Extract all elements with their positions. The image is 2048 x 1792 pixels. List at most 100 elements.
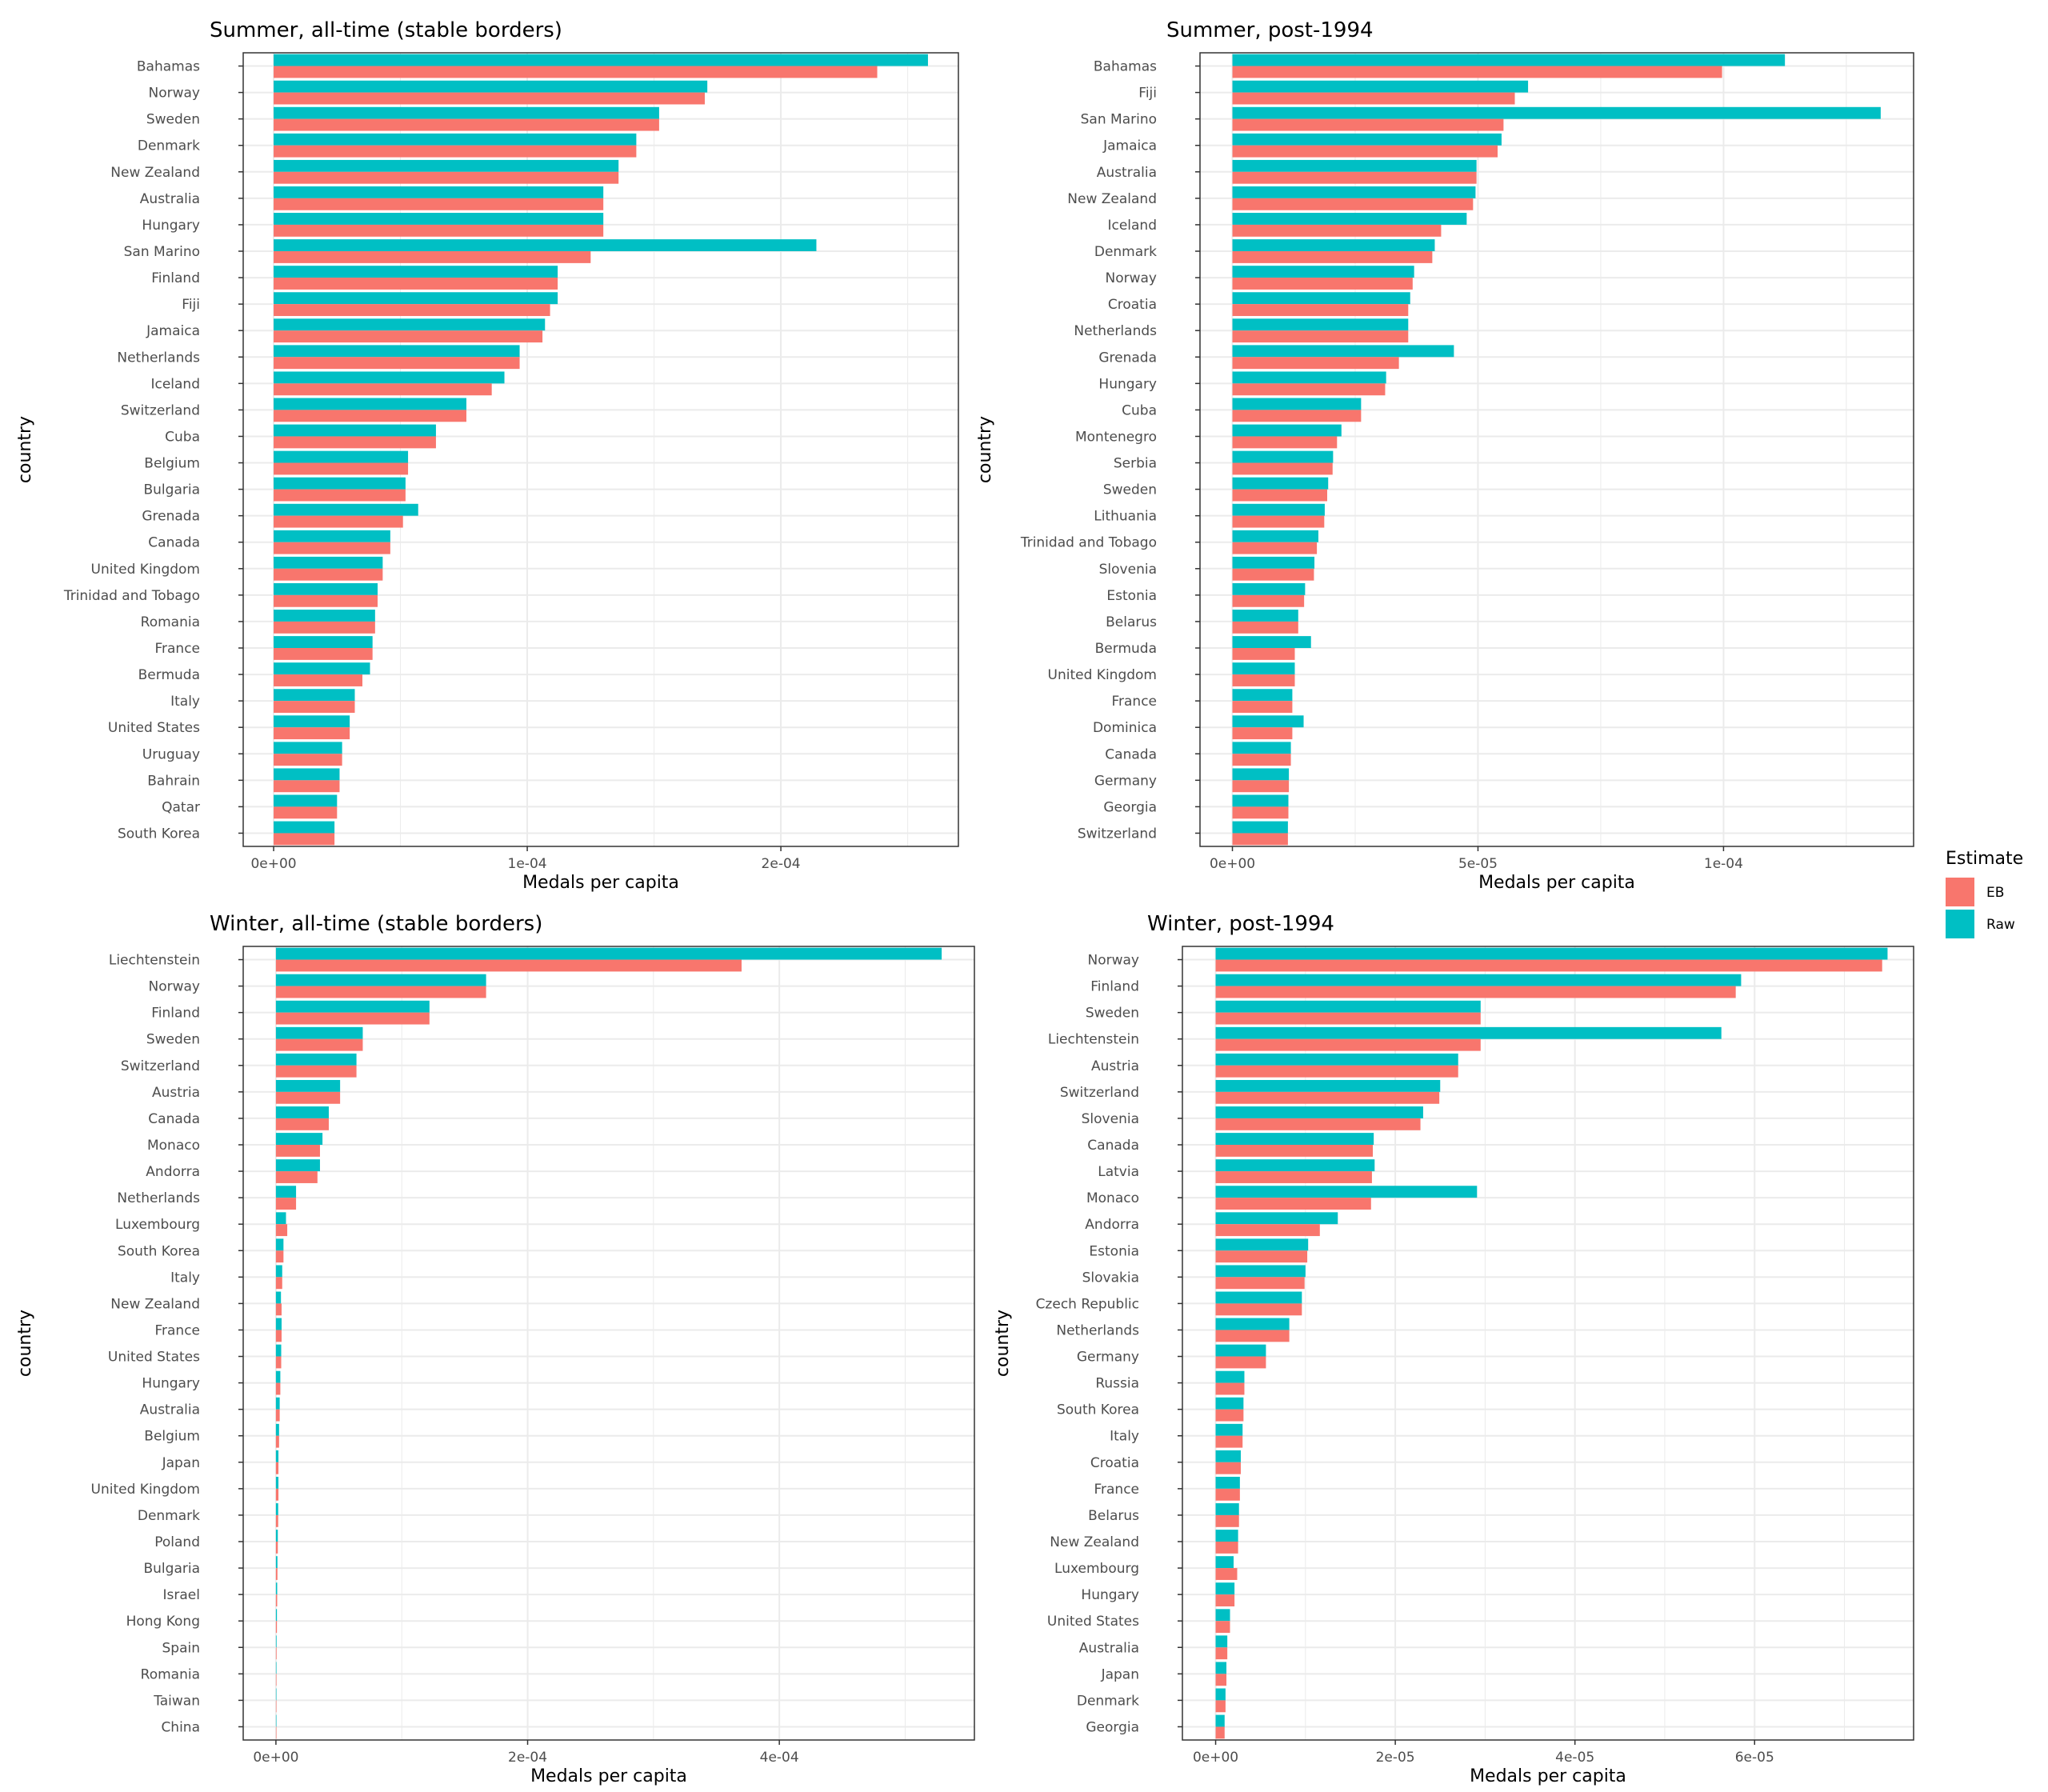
plot-background <box>243 946 974 1740</box>
bar-raw <box>1215 947 1888 960</box>
bar-eb <box>1232 118 1504 131</box>
x-tick-label: 0e+00 <box>1210 856 1255 872</box>
bar-raw <box>1215 1662 1227 1674</box>
legend-label-raw: Raw <box>1986 917 2015 933</box>
bar-eb <box>1232 251 1433 263</box>
bar-eb <box>1232 66 1722 78</box>
y-tick-label: Belarus <box>1106 614 1157 630</box>
bar-raw <box>1215 1635 1228 1648</box>
bar-raw <box>274 582 378 595</box>
bar-raw <box>275 1000 430 1013</box>
bar-eb <box>1232 224 1442 237</box>
y-tick-label: New Zealand <box>1067 191 1157 207</box>
bar-eb <box>1232 436 1338 449</box>
y-tick-label: Austria <box>1091 1058 1139 1074</box>
x-axis-title: Medals per capita <box>1470 1766 1626 1786</box>
bar-raw <box>1215 1450 1241 1462</box>
y-tick-label: Cuba <box>165 429 200 445</box>
bar-raw <box>275 1106 329 1118</box>
bar-raw <box>274 503 418 516</box>
bar-raw <box>1232 371 1386 384</box>
bar-eb <box>1232 171 1477 184</box>
y-tick-label: Denmark <box>138 1508 200 1524</box>
y-tick-label: Norway <box>149 86 201 102</box>
bar-eb <box>275 1118 329 1130</box>
y-tick-label: Hungary <box>1098 376 1157 392</box>
y-tick-label: San Marino <box>124 244 200 260</box>
bar-raw <box>1232 689 1293 702</box>
bar-raw <box>1232 106 1881 119</box>
bar-raw <box>1232 54 1786 66</box>
bar-eb <box>1215 1118 1421 1130</box>
bar-raw <box>1232 742 1291 754</box>
bar-eb <box>1232 833 1288 846</box>
bar-eb <box>274 171 619 184</box>
bar-eb <box>275 1568 278 1580</box>
bar-raw <box>275 1635 277 1648</box>
y-tick-label: Bermuda <box>1095 641 1157 657</box>
x-tick-label: 2e-04 <box>508 1750 547 1766</box>
y-axis-title: country <box>993 1310 1013 1377</box>
y-tick-label: Georgia <box>1103 799 1157 815</box>
bar-eb <box>1232 278 1413 290</box>
bar-raw <box>1232 477 1329 490</box>
bar-raw <box>275 1609 278 1622</box>
bar-eb <box>1232 594 1305 607</box>
bar-raw <box>275 1530 278 1542</box>
y-tick-label: Poland <box>154 1534 200 1550</box>
x-axis-title: Medals per capita <box>530 1766 687 1786</box>
y-tick-label: Monaco <box>147 1138 200 1154</box>
bar-raw <box>1232 239 1435 251</box>
bar-raw <box>1232 186 1476 198</box>
bar-eb <box>275 1277 282 1290</box>
bar-raw <box>1232 715 1304 728</box>
bar-eb <box>1232 92 1515 105</box>
bar-raw <box>274 133 637 146</box>
bar-raw <box>1215 1530 1238 1542</box>
bar-raw <box>275 1662 277 1674</box>
bar-eb <box>275 1145 320 1157</box>
y-tick-label: Grenada <box>142 509 200 525</box>
bar-raw <box>1232 503 1325 516</box>
bar-eb <box>274 278 558 290</box>
y-tick-label: Latvia <box>1098 1164 1139 1180</box>
bar-raw <box>1215 1609 1230 1622</box>
y-tick-label: Italy <box>170 694 200 710</box>
bar-eb <box>274 489 406 502</box>
y-tick-label: Jamaica <box>146 323 200 339</box>
bar-raw <box>274 689 355 702</box>
y-tick-label: New Zealand <box>110 1296 200 1312</box>
bar-raw <box>275 1159 320 1172</box>
panel-4: Norway Finland Sweden Liechtenstein Austria S… <box>993 912 1914 1786</box>
y-tick-label: Sweden <box>146 1032 200 1048</box>
bar-raw <box>275 1556 278 1569</box>
bar-eb <box>274 66 878 78</box>
bar-raw <box>274 450 409 463</box>
bar-eb <box>1215 1065 1458 1078</box>
bar-raw <box>1215 1053 1458 1066</box>
bar-raw <box>274 54 928 66</box>
bar-raw <box>1215 1370 1245 1383</box>
bar-raw <box>1232 213 1467 225</box>
y-tick-label: Czech Republic <box>1036 1296 1139 1312</box>
bar-raw <box>1232 318 1409 331</box>
x-tick-label: 1e-04 <box>508 856 547 872</box>
bar-raw <box>1215 1000 1481 1013</box>
y-tick-label: Australia <box>1079 1640 1139 1656</box>
bar-eb <box>1215 1488 1240 1501</box>
bar-raw <box>1232 794 1289 807</box>
bar-raw <box>1232 266 1414 278</box>
y-tick-label: Hungary <box>142 218 200 234</box>
plot-background <box>1182 946 1914 1740</box>
y-tick-label: Lithuania <box>1094 509 1157 525</box>
bar-raw <box>1215 1556 1234 1569</box>
bar-raw <box>275 1186 297 1198</box>
bar-eb <box>1232 701 1293 714</box>
bar-raw <box>274 742 342 754</box>
bar-eb <box>1232 330 1409 343</box>
y-tick-label: Canada <box>148 535 200 551</box>
bar-eb <box>1232 198 1474 210</box>
panel-border <box>1199 52 1914 847</box>
bar-eb <box>274 304 550 317</box>
y-tick-label: Jamaica <box>1102 138 1157 154</box>
